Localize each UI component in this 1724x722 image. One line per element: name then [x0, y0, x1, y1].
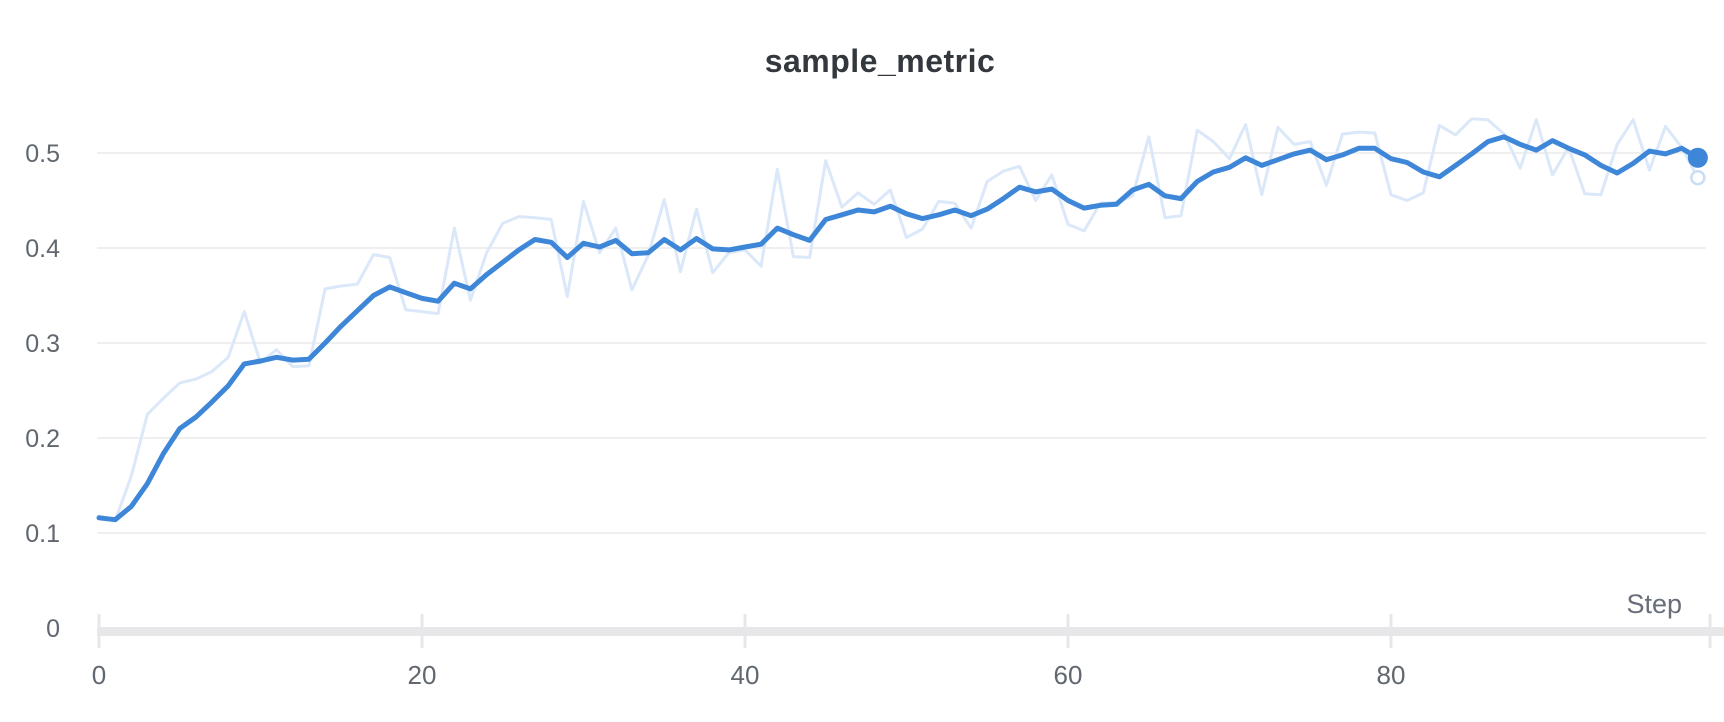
y-tick-label: 0 [46, 615, 60, 643]
y-tick-label: 0.2 [25, 425, 60, 453]
y-tick-label: 0.5 [25, 140, 60, 168]
x-tick-label: 0 [92, 660, 106, 690]
chart-title: sample_metric [764, 43, 996, 79]
x-tick-label: 80 [1377, 660, 1406, 690]
x-tick-label: 60 [1054, 660, 1083, 690]
x-axis-tick [1708, 614, 1712, 648]
x-tick-label: 40 [731, 660, 760, 690]
x-axis-tick [743, 614, 747, 648]
x-axis-tick [1066, 614, 1070, 648]
x-axis-line [97, 627, 1724, 636]
x-axis-tick [420, 614, 424, 648]
y-tick-label: 0.4 [25, 235, 60, 263]
y-tick-label: 0.1 [25, 520, 60, 548]
x-axis-tick [1389, 614, 1393, 648]
y-tick-label: 0.3 [25, 330, 60, 358]
latest-value-dot[interactable] [1687, 147, 1708, 168]
x-tick-label: 20 [408, 660, 437, 690]
smoothed-series-line [96, 134, 1701, 523]
raw-series-line [97, 117, 1700, 523]
x-axis-title: Step [1626, 589, 1682, 619]
latest-raw-value-dot [1690, 169, 1706, 186]
x-axis-tick [97, 614, 101, 648]
